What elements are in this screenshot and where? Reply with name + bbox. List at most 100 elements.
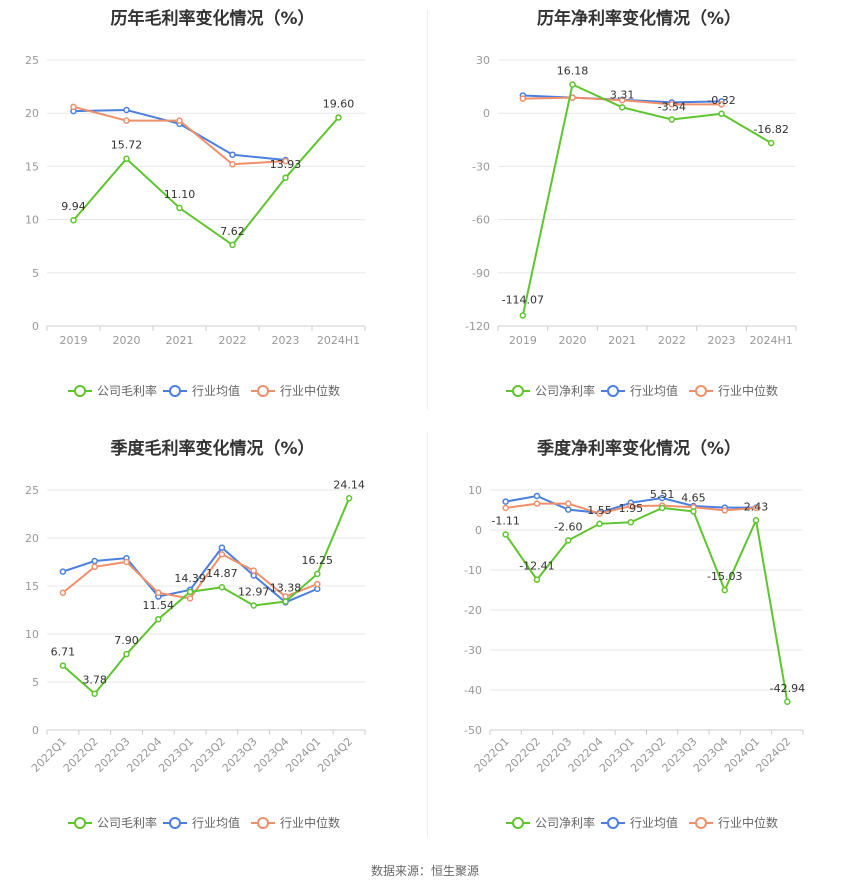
data-point[interactable] [155, 615, 162, 623]
data-point[interactable] [155, 589, 162, 596]
data-point[interactable] [282, 598, 289, 605]
y-tick-label: 0 [483, 107, 490, 120]
legend-swatch-marker[interactable] [257, 817, 269, 829]
data-point[interactable] [718, 101, 725, 108]
data-point[interactable] [335, 114, 342, 121]
data-point[interactable] [229, 241, 236, 249]
data-point[interactable] [618, 97, 626, 104]
legend-label[interactable]: 公司净利率 [535, 383, 595, 398]
data-point[interactable] [596, 510, 603, 517]
legend-label[interactable]: 公司毛利率 [97, 383, 157, 398]
data-point[interactable] [718, 110, 725, 118]
data-point[interactable] [91, 690, 98, 697]
data-point[interactable] [569, 81, 576, 88]
data-point[interactable] [59, 662, 67, 669]
data-point[interactable] [282, 174, 289, 182]
legend-label[interactable]: 行业均值 [192, 383, 240, 398]
data-point[interactable] [91, 563, 98, 571]
data-point[interactable] [502, 531, 509, 538]
data-point[interactable] [59, 589, 67, 596]
data-point[interactable] [533, 500, 541, 507]
data-label: 12.97 [238, 585, 270, 598]
data-point[interactable] [767, 139, 775, 147]
data-point[interactable] [218, 551, 226, 558]
legend-swatch-marker[interactable] [512, 385, 524, 397]
data-point[interactable] [123, 106, 130, 114]
legend-swatch-marker[interactable] [607, 385, 619, 397]
data-point[interactable] [91, 557, 98, 565]
data-point[interactable] [314, 580, 321, 588]
data-point[interactable] [519, 312, 527, 319]
data-point[interactable] [658, 494, 666, 502]
legend-label[interactable]: 公司净利率 [535, 815, 595, 830]
data-point[interactable] [282, 157, 289, 165]
data-point[interactable] [229, 151, 236, 158]
legend-swatch-marker[interactable] [695, 385, 707, 397]
data-point[interactable] [176, 204, 183, 212]
data-point[interactable] [658, 504, 666, 512]
x-tick-label: 2024H1 [750, 334, 793, 347]
series-line [504, 506, 789, 702]
data-point[interactable] [502, 504, 509, 512]
data-point[interactable] [721, 507, 728, 514]
data-point[interactable] [186, 595, 194, 602]
data-point[interactable] [218, 544, 226, 551]
data-point[interactable] [784, 698, 791, 706]
legend-label[interactable]: 行业均值 [630, 383, 678, 398]
data-point[interactable] [690, 508, 697, 515]
data-point[interactable] [618, 104, 626, 111]
data-point[interactable] [533, 492, 541, 500]
data-point[interactable] [218, 583, 226, 591]
legend-swatch-marker[interactable] [695, 817, 707, 829]
legend-swatch-marker[interactable] [512, 817, 524, 829]
chart-svg: 05101520252022Q12022Q22022Q32022Q42023Q1… [25, 478, 366, 830]
data-point[interactable] [519, 95, 527, 102]
data-point[interactable] [229, 161, 236, 168]
data-point[interactable] [123, 117, 130, 124]
data-point[interactable] [668, 101, 676, 108]
data-point[interactable] [59, 568, 67, 575]
data-point[interactable] [668, 116, 676, 123]
legend-swatch-marker[interactable] [74, 817, 86, 829]
y-tick-label: 20 [25, 107, 39, 120]
legend-swatch-marker[interactable] [607, 817, 619, 829]
data-point[interactable] [596, 520, 603, 528]
data-point[interactable] [565, 537, 572, 544]
legend-label[interactable]: 行业中位数 [718, 383, 778, 398]
data-point[interactable] [752, 504, 760, 512]
data-point[interactable] [345, 495, 353, 502]
legend-label[interactable]: 行业中位数 [280, 815, 340, 830]
data-point[interactable] [176, 117, 183, 124]
data-point[interactable] [721, 586, 728, 594]
data-point[interactable] [627, 518, 635, 526]
data-point[interactable] [70, 216, 77, 224]
data-point[interactable] [627, 502, 635, 510]
legend-label[interactable]: 行业中位数 [718, 815, 778, 830]
legend-label[interactable]: 行业均值 [630, 815, 678, 830]
legend-label[interactable]: 行业中位数 [280, 383, 340, 398]
data-point[interactable] [123, 650, 130, 658]
legend-label[interactable]: 公司毛利率 [97, 815, 157, 830]
data-point[interactable] [752, 517, 760, 524]
data-label: 7.90 [114, 634, 139, 647]
data-point[interactable] [186, 588, 194, 596]
data-point[interactable] [70, 103, 77, 111]
data-point[interactable] [123, 155, 130, 162]
data-point[interactable] [565, 506, 572, 513]
y-tick-label: -10 [464, 564, 482, 577]
legend-label[interactable]: 行业均值 [192, 815, 240, 830]
legend-swatch-marker[interactable] [169, 817, 181, 829]
data-point[interactable] [502, 498, 509, 505]
legend-swatch-marker[interactable] [169, 385, 181, 397]
data-point[interactable] [314, 570, 321, 578]
data-point[interactable] [250, 567, 257, 574]
data-point[interactable] [123, 558, 130, 566]
data-label: 13.93 [270, 158, 302, 171]
legend-swatch-marker[interactable] [74, 385, 86, 397]
legend-swatch-marker[interactable] [257, 385, 269, 397]
data-point[interactable] [565, 500, 572, 507]
data-point[interactable] [533, 576, 541, 583]
x-tick-label: 2023 [708, 334, 736, 347]
x-tick-label: 2024H1 [317, 334, 360, 347]
data-point[interactable] [250, 602, 257, 609]
